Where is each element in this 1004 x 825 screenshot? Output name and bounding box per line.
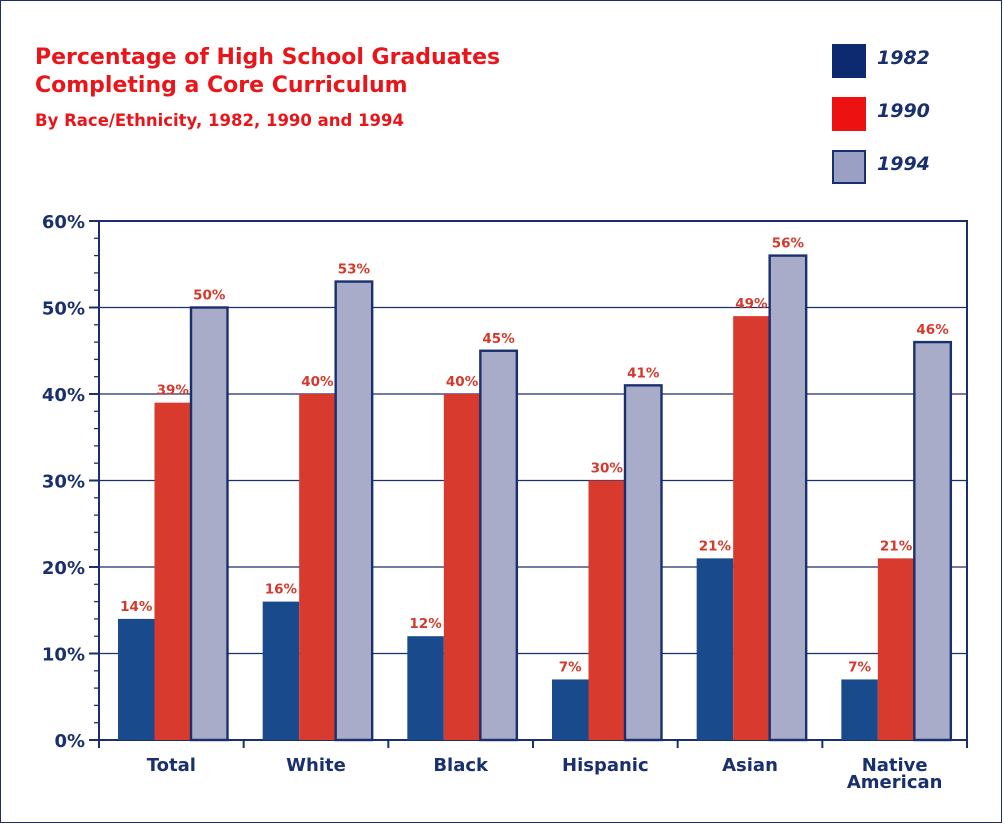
bar-1990-1 bbox=[299, 394, 336, 740]
y-tick-label-4: 40% bbox=[42, 385, 85, 406]
bar-1982-2 bbox=[407, 636, 444, 740]
bar-1994-0 bbox=[189, 306, 229, 742]
y-tick-label-5: 50% bbox=[42, 299, 85, 320]
chart-title-line-2: Completing a Core Curriculum bbox=[35, 73, 408, 98]
bar-1994-2 bbox=[479, 349, 519, 742]
title-block: Percentage of High School Graduates Comp… bbox=[35, 44, 500, 130]
bar-1994-1 bbox=[334, 280, 374, 742]
bar-1994-5 bbox=[913, 340, 953, 742]
value-label-1994-5: 46% bbox=[916, 322, 949, 338]
category-label-3-0: Hispanic bbox=[562, 755, 649, 776]
legend-swatch-1982 bbox=[832, 44, 866, 78]
bar-1990-5 bbox=[877, 558, 915, 740]
category-label-2-0: Black bbox=[433, 755, 489, 776]
bar-1990-0 bbox=[154, 402, 191, 740]
value-label-1994-1: 53% bbox=[338, 262, 371, 278]
value-label-1990-1: 40% bbox=[301, 374, 334, 390]
value-label-1990-4: 49% bbox=[735, 296, 768, 312]
legend-label-1990: 1990 bbox=[877, 100, 930, 122]
value-label-1982-1: 16% bbox=[265, 582, 298, 598]
y-tick-label-0: 0% bbox=[54, 731, 85, 752]
bar-1982-5 bbox=[841, 679, 878, 740]
legend-label-1994: 1994 bbox=[877, 153, 930, 175]
category-label-5-1: American bbox=[847, 772, 943, 793]
bar-1982-4 bbox=[696, 558, 734, 740]
legend-swatch-1990 bbox=[832, 97, 866, 131]
value-label-1982-0: 14% bbox=[120, 599, 153, 615]
value-label-1994-3: 41% bbox=[627, 365, 660, 381]
value-label-1982-4: 21% bbox=[699, 538, 732, 554]
value-label-1982-3: 7% bbox=[559, 659, 582, 675]
y-tick-label-6: 60% bbox=[42, 212, 85, 233]
value-label-1994-0: 50% bbox=[193, 288, 226, 304]
value-label-1994-2: 45% bbox=[482, 331, 515, 347]
value-label-1982-5: 7% bbox=[848, 659, 871, 675]
category-label-0-0: Total bbox=[147, 755, 196, 776]
bar-1982-0 bbox=[118, 618, 155, 740]
y-tick-label-1: 10% bbox=[42, 645, 85, 666]
bar-1994-3 bbox=[623, 384, 663, 742]
bar-1994-4 bbox=[768, 254, 808, 742]
bar-1990-4 bbox=[733, 316, 770, 740]
category-label-5-0: Native bbox=[862, 755, 928, 776]
value-label-1990-5: 21% bbox=[880, 538, 913, 554]
category-label-1-0: White bbox=[286, 755, 346, 776]
chart-subtitle: By Race/Ethnicity, 1982, 1990 and 1994 bbox=[35, 111, 404, 130]
value-label-1990-3: 30% bbox=[591, 461, 624, 477]
bar-1982-3 bbox=[552, 679, 589, 740]
y-tick-label-2: 20% bbox=[42, 558, 85, 579]
category-label-4-0: Asian bbox=[722, 755, 778, 776]
chart-title-line-1: Percentage of High School Graduates bbox=[35, 45, 501, 70]
value-label-1990-0: 39% bbox=[157, 383, 190, 399]
value-label-1982-2: 12% bbox=[409, 616, 442, 632]
legend-swatch-1994 bbox=[832, 150, 866, 184]
bar-1982-1 bbox=[262, 601, 300, 740]
value-label-1990-2: 40% bbox=[446, 374, 479, 390]
y-tick-label-3: 30% bbox=[42, 472, 85, 493]
bar-1990-3 bbox=[588, 480, 625, 740]
legend-label-1982: 1982 bbox=[877, 47, 930, 69]
bar-1990-2 bbox=[443, 394, 481, 740]
value-label-1994-4: 56% bbox=[772, 236, 805, 252]
